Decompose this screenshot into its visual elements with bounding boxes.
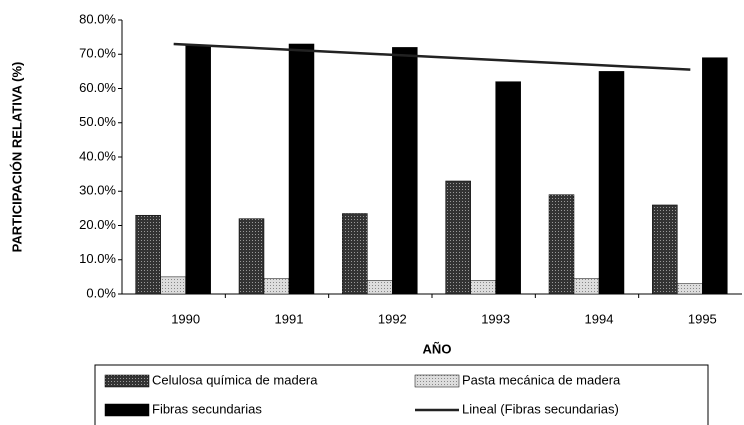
bar xyxy=(135,214,161,295)
legend-label: Pasta mecánica de madera xyxy=(462,372,621,387)
bar xyxy=(702,57,728,295)
y-tick-label: 60.0% xyxy=(79,80,116,95)
legend-swatch xyxy=(104,403,150,417)
x-tick-label: 1990 xyxy=(171,311,200,326)
bar xyxy=(342,213,368,295)
bar xyxy=(160,276,186,295)
y-tick-label: 50.0% xyxy=(79,114,116,129)
legend-swatch xyxy=(104,374,150,388)
x-tick-label: 1992 xyxy=(378,311,407,326)
x-axis-title: AÑO xyxy=(423,341,452,356)
y-axis-title: PARTICIPACIÓN RELATIVA (%) xyxy=(9,62,24,253)
legend-label: Lineal (Fibras secundarias) xyxy=(462,401,619,416)
bar xyxy=(263,278,290,295)
bar xyxy=(573,278,600,295)
bar xyxy=(548,194,575,295)
x-tick-label: 1995 xyxy=(688,311,717,326)
bar xyxy=(238,218,265,295)
bar xyxy=(367,280,393,295)
y-tick-label: 0.0% xyxy=(86,285,116,300)
legend-box xyxy=(94,364,709,425)
bar xyxy=(598,71,625,295)
trend-line xyxy=(173,42,691,71)
bar xyxy=(288,43,315,295)
y-tick-label: 80.0% xyxy=(79,11,116,26)
bar xyxy=(495,81,521,295)
bar xyxy=(470,280,496,295)
y-tick-label: 30.0% xyxy=(79,183,116,198)
x-tick-label: 1993 xyxy=(481,311,510,326)
bar xyxy=(445,180,471,295)
legend-swatch xyxy=(414,374,460,388)
x-tick-label: 1994 xyxy=(585,311,614,326)
bar xyxy=(392,47,418,295)
y-tick-label: 10.0% xyxy=(79,251,116,266)
legend-label: Celulosa química de madera xyxy=(152,372,318,387)
y-tick-label: 70.0% xyxy=(79,46,116,61)
legend-label: Fibras secundarias xyxy=(152,401,262,416)
bar xyxy=(185,45,211,295)
x-tick-label: 1991 xyxy=(275,311,304,326)
bar xyxy=(677,283,703,295)
bar xyxy=(652,204,678,295)
y-tick-label: 20.0% xyxy=(79,217,116,232)
y-tick-label: 40.0% xyxy=(79,148,116,163)
